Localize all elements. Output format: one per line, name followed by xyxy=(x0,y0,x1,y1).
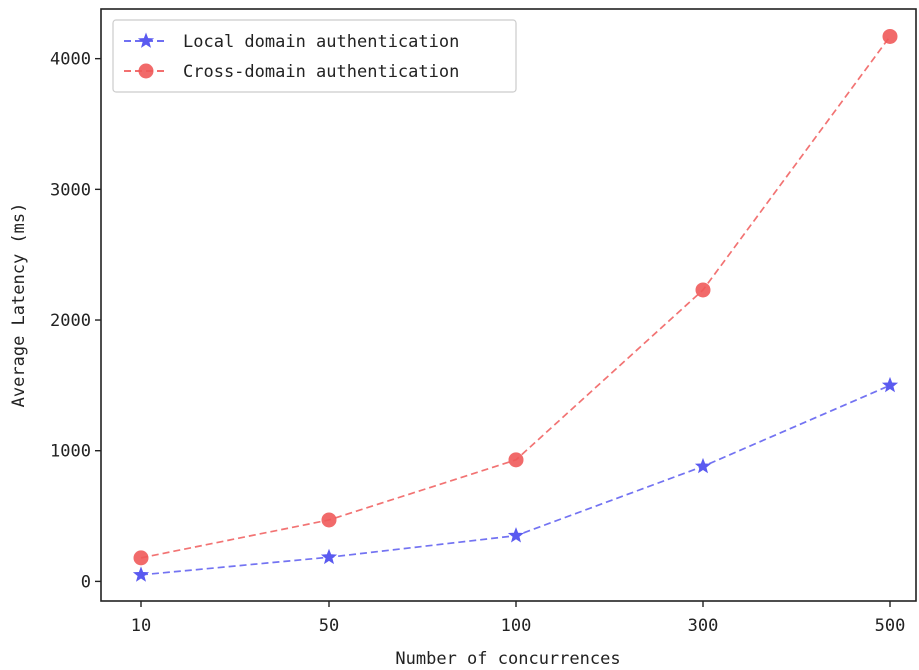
y-tick-label: 3000 xyxy=(50,180,91,200)
data-point xyxy=(132,566,150,582)
y-tick-label: 4000 xyxy=(50,50,91,70)
data-point xyxy=(321,512,337,528)
y-tick-label: 0 xyxy=(81,572,91,592)
data-point xyxy=(881,376,899,393)
legend: Local domain authentication Cross-domain … xyxy=(112,19,517,93)
x-tick-label: 300 xyxy=(688,616,719,636)
axes-frame xyxy=(100,8,917,602)
data-point xyxy=(508,452,524,468)
series-line xyxy=(140,384,891,576)
x-tick-label: 500 xyxy=(875,616,906,636)
series-line xyxy=(140,35,891,559)
plot-area xyxy=(132,28,899,582)
data-point xyxy=(133,550,149,566)
legend-marker xyxy=(138,63,154,79)
data-point xyxy=(320,548,338,565)
legend-item: Local domain authentication xyxy=(124,32,459,52)
y-axis: 0 1000 2000 3000 4000 xyxy=(50,50,101,592)
x-tick-label: 10 xyxy=(131,616,151,636)
legend-box xyxy=(112,19,517,93)
y-tick-label: 2000 xyxy=(50,311,91,331)
legend-marker xyxy=(137,32,155,48)
y-axis-label: Average Latency (ms) xyxy=(9,203,29,408)
x-axis: 10 50 100 300 500 xyxy=(131,601,906,636)
data-point xyxy=(694,457,712,474)
y-tick-label: 1000 xyxy=(50,442,91,462)
legend-label: Cross-domain authentication xyxy=(183,62,459,82)
legend-item: Cross-domain authentication xyxy=(124,62,459,82)
data-point xyxy=(507,527,525,543)
data-point xyxy=(695,282,711,298)
x-axis-label: Number of concurrences xyxy=(395,649,620,669)
legend-label: Local domain authentication xyxy=(183,32,459,52)
data-point xyxy=(882,28,898,44)
x-tick-label: 100 xyxy=(501,616,532,636)
x-tick-label: 50 xyxy=(319,616,339,636)
